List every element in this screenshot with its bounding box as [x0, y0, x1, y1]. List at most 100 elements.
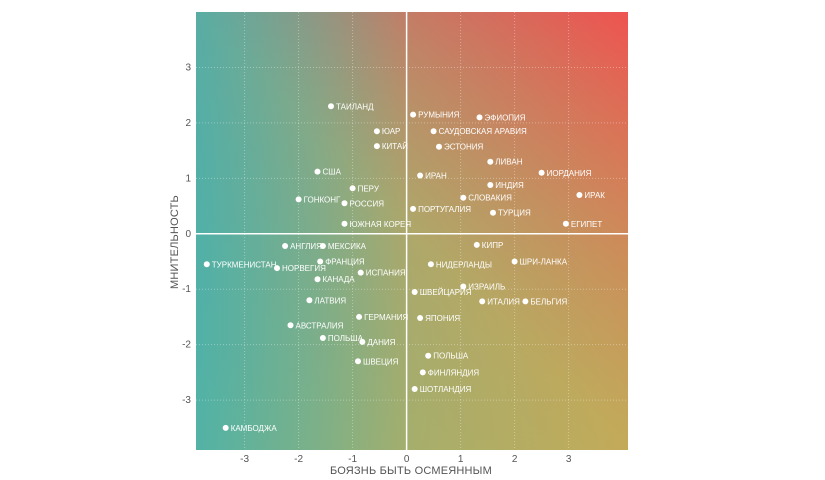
- data-point: [479, 298, 486, 305]
- x-tick-label: -1: [348, 454, 357, 465]
- point-label: МЕКСИКА: [328, 242, 367, 251]
- x-tick-label: 1: [458, 454, 464, 465]
- y-tick-label: 1: [185, 173, 191, 184]
- data-point: [341, 220, 348, 227]
- data-point: [487, 181, 494, 188]
- y-tick-label: 0: [185, 229, 191, 240]
- data-point: [222, 424, 229, 431]
- point-label: ТУРКМЕНИСТАН: [212, 260, 277, 269]
- point-label: ФРАНЦИЯ: [325, 257, 365, 266]
- data-point: [427, 261, 434, 268]
- y-tick-label: -1: [182, 284, 191, 295]
- x-tick-label: 3: [566, 454, 572, 465]
- data-point: [473, 241, 480, 248]
- point-label: САУДОВСКАЯ АРАВИЯ: [439, 127, 527, 136]
- point-label: ПЕРУ: [358, 184, 380, 193]
- x-axis-title: БОЯЗНЬ БЫТЬ ОСМЕЯННЫМ: [330, 465, 492, 477]
- point-label: СЛОВАКИЯ: [468, 194, 512, 203]
- point-label: РУМЫНИЯ: [418, 111, 460, 120]
- data-point: [328, 103, 334, 110]
- gridlines: [196, 12, 628, 450]
- data-point: [410, 205, 417, 212]
- point-label: АНГЛИЯ: [290, 242, 322, 251]
- y-tick-label: 3: [185, 62, 191, 73]
- x-tick-label: 2: [512, 454, 518, 465]
- data-point: [417, 315, 424, 322]
- data-point: [203, 261, 210, 268]
- point-label: ЮАР: [382, 127, 401, 136]
- zero-axis-lines: [196, 12, 628, 450]
- point-label: ГОНКОНГ: [304, 195, 341, 204]
- data-point: [317, 258, 324, 265]
- data-point: [460, 194, 467, 201]
- x-tick-label: 0: [404, 454, 410, 465]
- point-label: БЕЛЬГИЯ: [530, 297, 567, 306]
- y-tick-label: -3: [182, 395, 191, 406]
- data-point: [522, 298, 529, 305]
- x-tick-label: -3: [240, 454, 249, 465]
- point-label: КАНАДА: [323, 275, 356, 284]
- data-point: [411, 288, 418, 295]
- point-label: ШВЕЦИЯ: [363, 357, 399, 366]
- point-label: КАМБОДЖА: [231, 424, 278, 433]
- point-label: ТАИЛАНД: [336, 102, 374, 111]
- point-label: ПОЛЬША: [328, 334, 364, 343]
- point-label: НИДЕРЛАНДЫ: [436, 260, 492, 269]
- point-label: ИЗРАИЛЬ: [468, 282, 505, 291]
- point-label: РОССИЯ: [350, 199, 385, 208]
- data-point: [341, 200, 348, 207]
- plot-fill-left: [196, 12, 628, 450]
- plot-background: [196, 12, 628, 450]
- point-label: ЭСТОНИЯ: [444, 143, 484, 152]
- data-point: [410, 111, 417, 118]
- data-point: [511, 258, 518, 265]
- data-point: [274, 265, 280, 272]
- data-point: [373, 143, 380, 150]
- point-label: ЭФИОПИЯ: [485, 113, 526, 122]
- point-label: ПОЛЬША: [433, 352, 469, 361]
- y-tick-label: 2: [185, 118, 191, 129]
- point-label: США: [323, 168, 342, 177]
- data-point: [357, 269, 364, 276]
- data-point: [355, 358, 361, 365]
- point-label: НОРВЕГИЯ: [282, 264, 326, 273]
- x-tick-label: -2: [294, 454, 303, 465]
- point-label: ШВЕЙЦАРИЯ: [420, 288, 472, 297]
- data-point: [314, 168, 321, 175]
- tick-labels: -3 -2 -1 0 1 2 3 -3 -2 -1 0 1 2 3: [182, 62, 572, 465]
- data-point: [436, 143, 442, 150]
- data-point: [306, 297, 313, 304]
- data-point: [562, 220, 569, 227]
- data-point: [373, 128, 380, 135]
- point-label: ПОРТУГАЛИЯ: [418, 205, 471, 214]
- data-point: [487, 158, 494, 165]
- point-label: ИТАЛИЯ: [487, 297, 520, 306]
- point-label: АВСТРАЛИЯ: [296, 321, 344, 330]
- point-label: ТУРЦИЯ: [498, 209, 531, 218]
- data-points: ТАИЛАНД ЮАР КИТАЙ США ПЕРУ ГОНКОНГ РОССИЯ ЮЖНАЯ…: [203, 102, 605, 433]
- point-label: ЛИВАН: [495, 158, 522, 167]
- y-axis-title: МНИТЕЛЬНОСТЬ: [169, 195, 181, 289]
- data-point: [319, 335, 326, 342]
- point-label: ШРИ-ЛАНКА: [520, 257, 568, 266]
- point-label: ИРАК: [584, 191, 605, 200]
- data-point: [295, 196, 302, 203]
- data-point: [411, 386, 418, 393]
- data-point: [419, 369, 426, 376]
- data-point: [359, 338, 366, 345]
- data-point: [349, 185, 356, 192]
- data-point: [425, 352, 432, 359]
- point-label: ГЕРМАНИЯ: [364, 313, 408, 322]
- point-label: ЮЖНАЯ КОРЕЯ: [350, 220, 412, 229]
- point-label: ЕГИПЕТ: [571, 220, 603, 229]
- data-point: [314, 276, 321, 283]
- data-point: [460, 283, 467, 290]
- point-label: ДАНИЯ: [367, 338, 395, 347]
- point-label: ИНДИЯ: [495, 181, 524, 190]
- point-label: ИРАН: [425, 172, 447, 181]
- point-label: ШОТЛАНДИЯ: [420, 385, 472, 394]
- data-point: [538, 169, 545, 176]
- data-point: [576, 191, 583, 198]
- data-point: [490, 209, 496, 216]
- point-label: ФИНЛЯНДИЯ: [428, 368, 480, 377]
